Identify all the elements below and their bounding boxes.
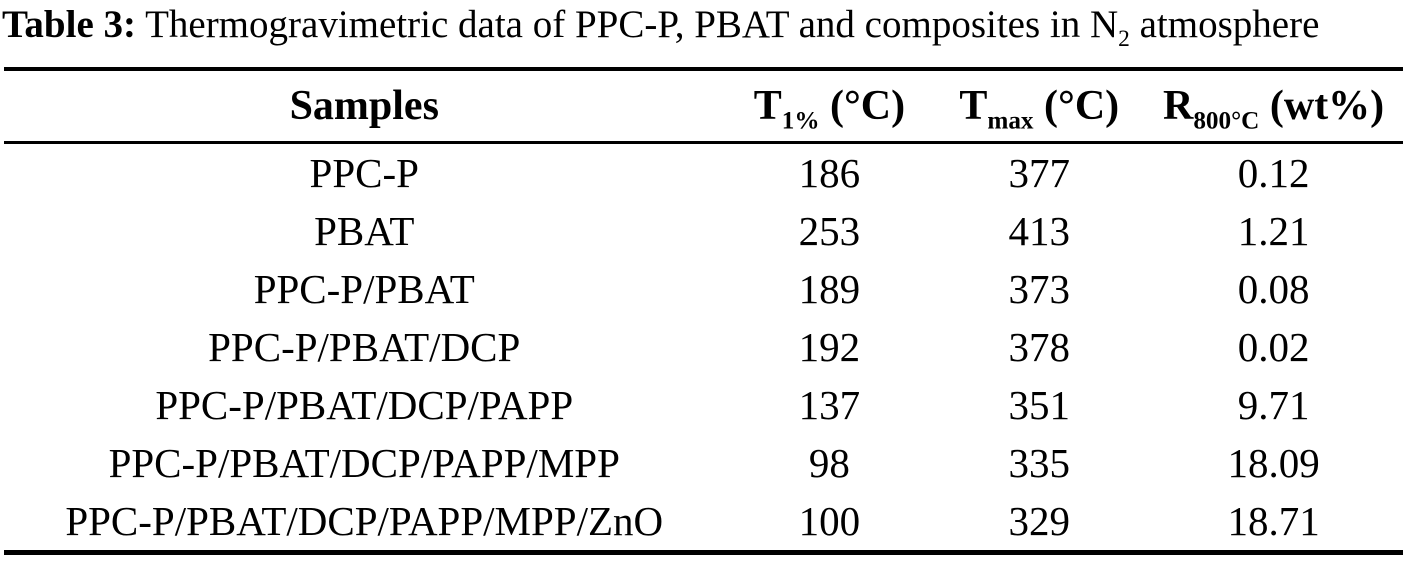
cell-tmax: 373 [1008, 265, 1071, 312]
cell-t1: 137 [798, 381, 861, 428]
cell-t1: 98 [808, 439, 850, 486]
cell-t1: 100 [798, 497, 861, 544]
cell-tmax: 378 [1008, 323, 1071, 370]
cell-tmax: 413 [1008, 207, 1071, 254]
cell-sample: PBAT [314, 207, 415, 254]
cell-r800: 0.08 [1237, 265, 1310, 312]
cell-sample: PPC-P [309, 149, 419, 196]
cell-t1: 192 [798, 323, 861, 370]
table-caption: Table 3: Thermogravimetric data of PPC-P… [0, 0, 1407, 52]
cell-r800: 18.09 [1227, 439, 1320, 486]
table-row: PPC-P/PBAT/DCP 192 378 0.02 [4, 318, 1403, 376]
cell-r800: 1.21 [1237, 207, 1310, 254]
cell-sample: PPC-P/PBAT [253, 265, 475, 312]
t1-unit: (°C) [830, 82, 906, 129]
cell-tmax: 351 [1008, 381, 1071, 428]
cell-sample: PPC-P/PBAT/DCP/PAPP [155, 381, 574, 428]
cell-r800: 18.71 [1227, 497, 1320, 544]
table-caption-label: Table 3: [2, 3, 137, 46]
cell-t1: 186 [798, 149, 861, 196]
cell-tmax: 329 [1008, 497, 1071, 544]
tmax-subscript: max [987, 107, 1034, 135]
column-header-tmax: Tmax (°C) [934, 68, 1145, 144]
cell-r800: 0.12 [1237, 149, 1310, 196]
r800-unit: (wt%) [1269, 82, 1385, 129]
tmax-unit: (°C) [1044, 82, 1120, 129]
column-header-samples: Samples [4, 68, 725, 144]
table-caption-tail: atmosphere [1139, 3, 1320, 46]
cell-r800: 9.71 [1237, 381, 1310, 428]
cell-r800: 0.02 [1237, 323, 1310, 370]
cell-sample: PPC-P/PBAT/DCP/PAPP/MPP [108, 439, 620, 486]
table-figure: Table 3: Thermogravimetric data of PPC-P… [0, 0, 1407, 555]
t1-subscript: 1% [781, 107, 820, 135]
caption-subscript: 2 [1118, 25, 1130, 52]
table-caption-text: Thermogravimetric data of PPC-P, PBAT an… [145, 3, 1119, 46]
table-row: PPC-P/PBAT/DCP/PAPP/MPP 98 335 18.09 [4, 434, 1403, 492]
table-row: PBAT 253 413 1.21 [4, 202, 1403, 260]
cell-sample: PPC-P/PBAT/DCP/PAPP/MPP/ZnO [65, 497, 664, 544]
tga-data-table: Samples T1% (°C) Tmax (°C) R800°C (wt%) … [4, 66, 1403, 555]
table-row: PPC-P/PBAT/DCP/PAPP 137 351 9.71 [4, 376, 1403, 434]
column-header-r800: R800°C (wt%) [1144, 68, 1403, 144]
table-row: PPC-P/PBAT 189 373 0.08 [4, 260, 1403, 318]
table-row: PPC-P 186 377 0.12 [4, 142, 1403, 202]
cell-tmax: 377 [1008, 149, 1071, 196]
r800-subscript: 800°C [1193, 107, 1260, 135]
cell-t1: 253 [798, 207, 861, 254]
table-header-row: Samples T1% (°C) Tmax (°C) R800°C (wt%) [4, 68, 1403, 144]
table-row: PPC-P/PBAT/DCP/PAPP/MPP/ZnO 100 329 18.7… [4, 492, 1403, 553]
column-header-t1: T1% (°C) [724, 68, 935, 144]
cell-t1: 189 [798, 265, 861, 312]
cell-tmax: 335 [1008, 439, 1071, 486]
cell-sample: PPC-P/PBAT/DCP [208, 323, 521, 370]
